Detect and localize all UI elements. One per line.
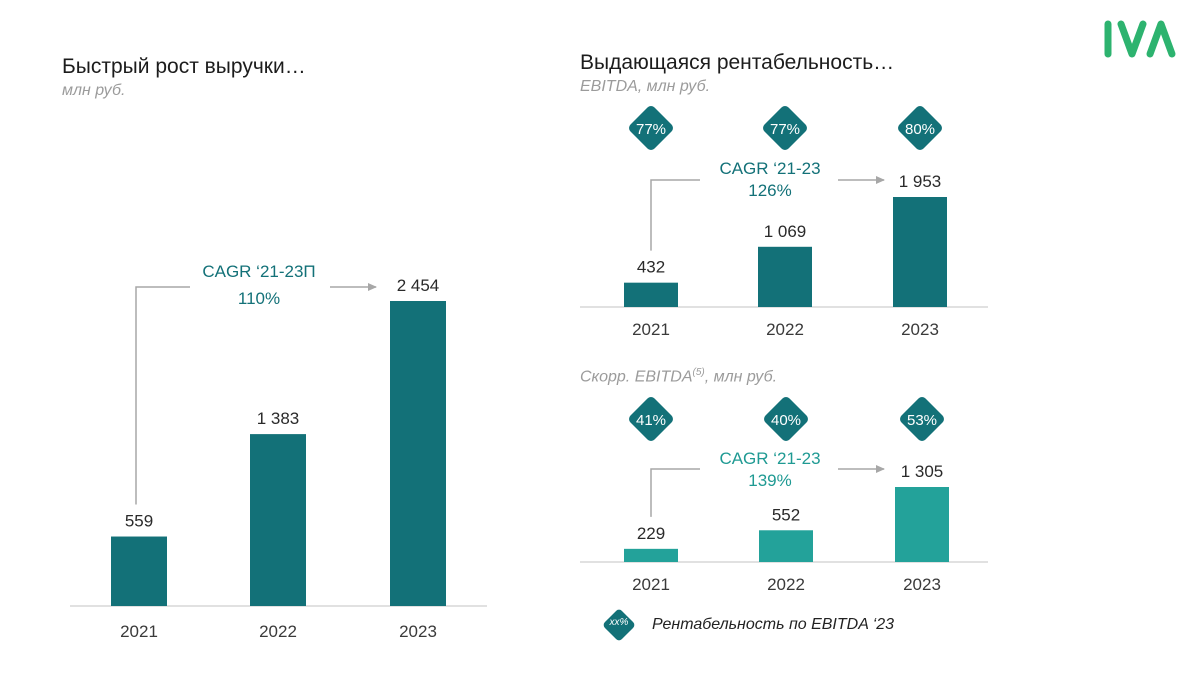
ebitda-cagr-label: CAGR ‘21-23 [719, 159, 820, 178]
ebitda-cagr-connector-left [650, 179, 700, 251]
adj-ebitda-bar-2021 [624, 548, 678, 562]
adj-ebitda-cagr-value: 139% [748, 471, 791, 490]
adj-ebitda-year-label-2021: 2021 [632, 575, 670, 594]
revenue-value-label-2023: 2 454 [397, 276, 440, 295]
ebitda-chart-title: Выдающаяся рентабельность… [580, 51, 895, 74]
ebitda-value-label-2022: 1 069 [764, 222, 807, 241]
ebitda-margin-badge-2023: 80% [898, 106, 942, 150]
legend: xx% Рентабельность по EBITDA ‘23 [602, 608, 894, 642]
ebitda-margin-diamond-2021 [629, 106, 673, 150]
ebitda-value-label-2021: 432 [637, 258, 665, 277]
ebitda-bar-2022 [758, 246, 812, 307]
revenue-bar-2021 [111, 536, 167, 606]
legend-label: Рентабельность по EBITDA ‘23 [652, 616, 895, 633]
revenue-chart-title: Быстрый рост выручки… [62, 55, 306, 78]
revenue-year-label-2021: 2021 [120, 622, 158, 641]
ebitda-margin-text-2023: 80% [905, 121, 935, 138]
adj-ebitda-value-label-2021: 229 [637, 524, 665, 543]
iva-logo [1104, 20, 1176, 58]
adj-ebitda-subtitle-main: Скорр. EBITDA [580, 368, 693, 386]
adj-ebitda-margin-badge-2023: 53% [900, 397, 944, 441]
ebitda-margin-text-2021: 77% [636, 121, 666, 138]
adj-ebitda-margin-diamond-2023 [900, 397, 944, 441]
adj-ebitda-year-label-2023: 2023 [903, 575, 941, 594]
ebitda-year-label-2021: 2021 [632, 320, 670, 339]
revenue-cagr-value: 110% [238, 289, 280, 308]
adj-ebitda-cagr-connector-left [650, 468, 700, 517]
revenue-chart-subtitle: млн руб. [62, 82, 126, 99]
ebitda-margin-badge-2022: 77% [763, 106, 807, 150]
adj-ebitda-bar-2022 [759, 530, 813, 562]
ebitda-cagr-value: 126% [748, 181, 791, 200]
ebitda-bar-2023 [893, 197, 947, 307]
revenue-bar-2023 [390, 301, 446, 606]
adj-ebitda-value-label-2022: 552 [772, 505, 800, 524]
ebitda-margin-badge-2021: 77% [629, 106, 673, 150]
ebitda-value-label-2023: 1 953 [899, 172, 942, 191]
adj-ebitda-cagr-label: CAGR ‘21-23 [719, 449, 820, 468]
adj-ebitda-footnote-ref: (5) [692, 367, 705, 378]
revenue-bar-2022 [250, 434, 306, 606]
ebitda-year-label-2023: 2023 [901, 320, 939, 339]
adj-ebitda-year-label-2022: 2022 [767, 575, 805, 594]
ebitda-margin-diamond-2023 [898, 106, 942, 150]
revenue-value-label-2021: 559 [125, 512, 153, 531]
revenue-value-label-2022: 1 383 [257, 409, 300, 428]
adj-ebitda-bar-2023 [895, 487, 949, 562]
adj-ebitda-margin-diamond-2021 [629, 397, 673, 441]
adj-ebitda-value-label-2023: 1 305 [901, 462, 944, 481]
ebitda-bar-2021 [624, 282, 678, 307]
ebitda-margin-diamond-2022 [763, 106, 807, 150]
legend-margin-marker: xx% [602, 608, 636, 642]
ebitda-year-label-2022: 2022 [766, 320, 804, 339]
revenue-cagr-label: CAGR ‘21-23П [202, 262, 315, 281]
revenue-year-label-2022: 2022 [259, 622, 297, 641]
ebitda-margin-text-2022: 77% [770, 121, 800, 138]
ebitda-chart-subtitle: EBITDA, млн руб. [580, 78, 711, 95]
adj-ebitda-margin-text-2022: 40% [771, 412, 801, 429]
legend-marker-text: xx% [609, 617, 629, 628]
adj-ebitda-margin-diamond-2022 [764, 397, 808, 441]
adj-ebitda-subtitle-tail: , млн руб. [704, 368, 778, 386]
adj-ebitda-margin-text-2023: 53% [907, 412, 937, 429]
adj-ebitda-margin-badge-2021: 41% [629, 397, 673, 441]
adj-ebitda-margin-text-2021: 41% [636, 412, 666, 429]
adj-ebitda-chart-subtitle: Скорр. EBITDA(5), млн руб. [580, 367, 777, 386]
revenue-cagr-connector-left [135, 286, 190, 505]
revenue-year-label-2023: 2023 [399, 622, 437, 641]
adj-ebitda-margin-badge-2022: 40% [764, 397, 808, 441]
